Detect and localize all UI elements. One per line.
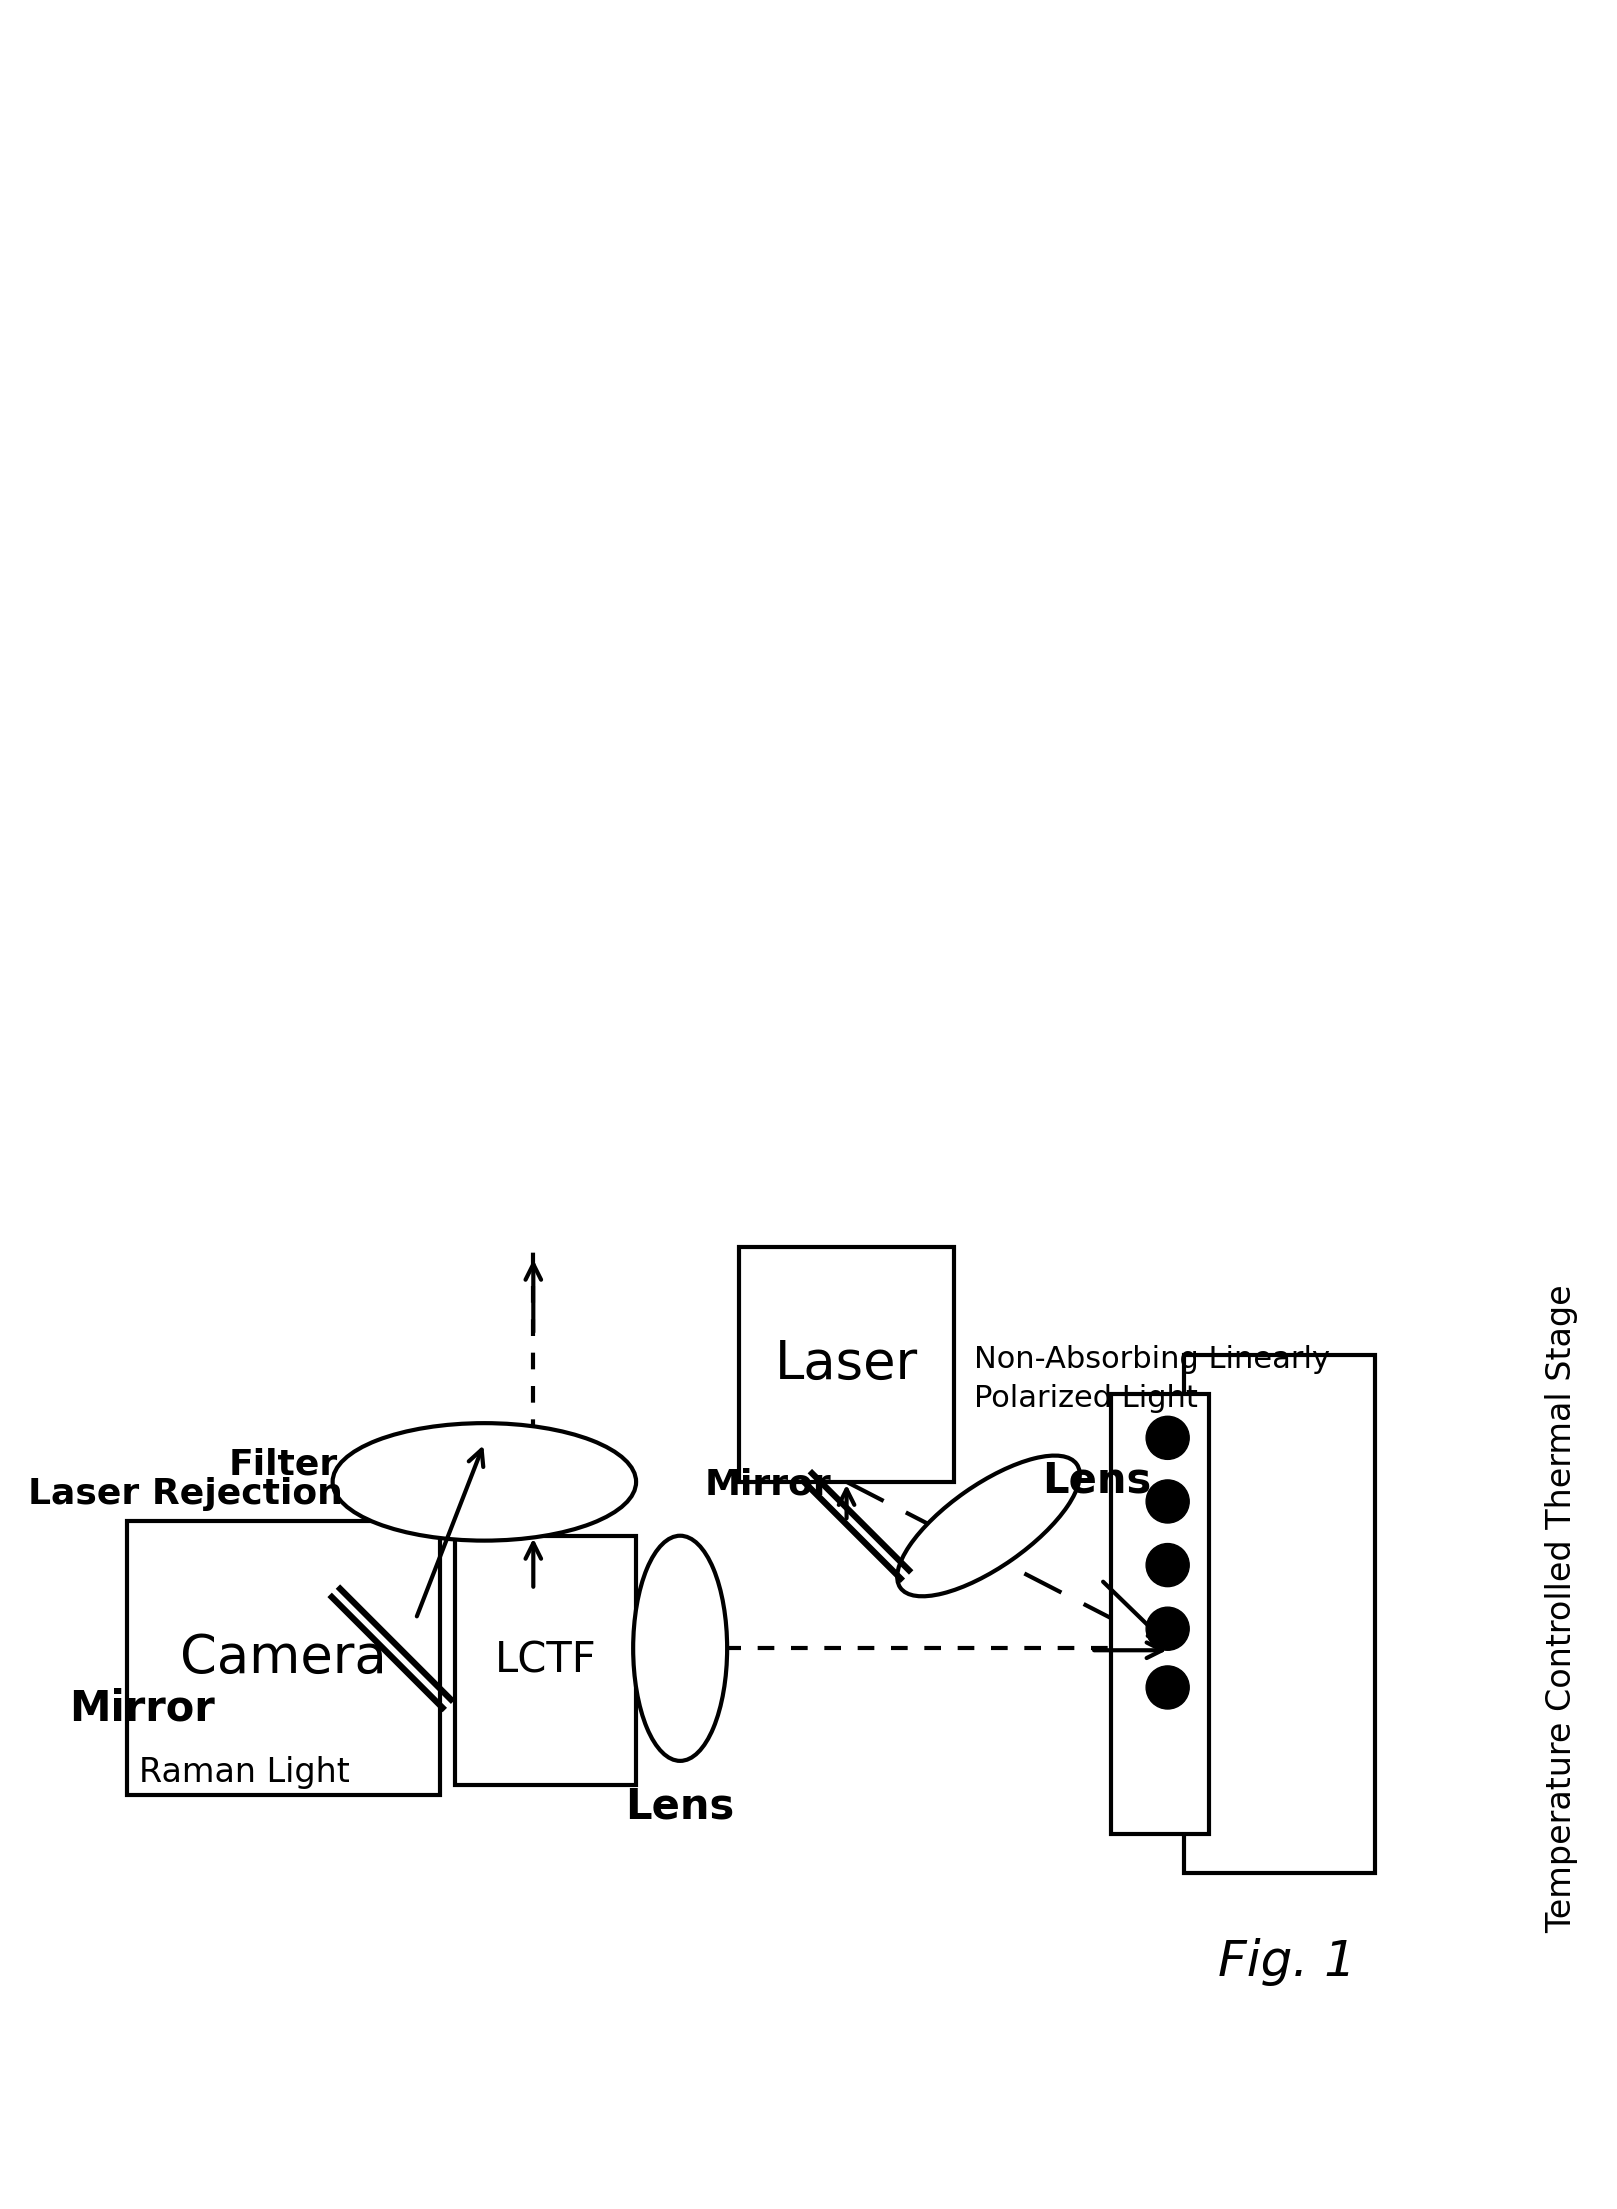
Circle shape (1146, 1544, 1188, 1586)
Text: LCTF: LCTF (495, 1639, 597, 1681)
Text: Fig. 1: Fig. 1 (1218, 1937, 1357, 1986)
Text: Mirror: Mirror (70, 1688, 215, 1730)
Text: Polarized Light: Polarized Light (973, 1385, 1198, 1414)
Bar (739, 1246, 954, 1482)
Bar (454, 1535, 635, 1785)
Circle shape (1146, 1416, 1188, 1460)
Text: Temperature Controlled Thermal Stage: Temperature Controlled Thermal Stage (1544, 1286, 1578, 1933)
Circle shape (1146, 1608, 1188, 1650)
Bar (128, 1522, 440, 1796)
Text: Raman Light: Raman Light (139, 1756, 349, 1789)
Text: Laser Rejection: Laser Rejection (29, 1478, 343, 1511)
Circle shape (1146, 1480, 1188, 1522)
Bar (1111, 1394, 1210, 1833)
Circle shape (1146, 1666, 1188, 1710)
Text: Non-Absorbing Linearly: Non-Absorbing Linearly (973, 1345, 1329, 1374)
Text: Laser: Laser (775, 1339, 918, 1389)
Text: Filter: Filter (230, 1447, 338, 1482)
Text: Lens: Lens (1043, 1460, 1151, 1502)
Ellipse shape (333, 1423, 635, 1540)
Text: Lens: Lens (626, 1785, 734, 1827)
Text: Camera: Camera (181, 1632, 386, 1683)
Bar (1184, 1354, 1374, 1873)
Ellipse shape (897, 1456, 1080, 1597)
Ellipse shape (634, 1535, 728, 1761)
Text: Mirror: Mirror (705, 1467, 831, 1502)
